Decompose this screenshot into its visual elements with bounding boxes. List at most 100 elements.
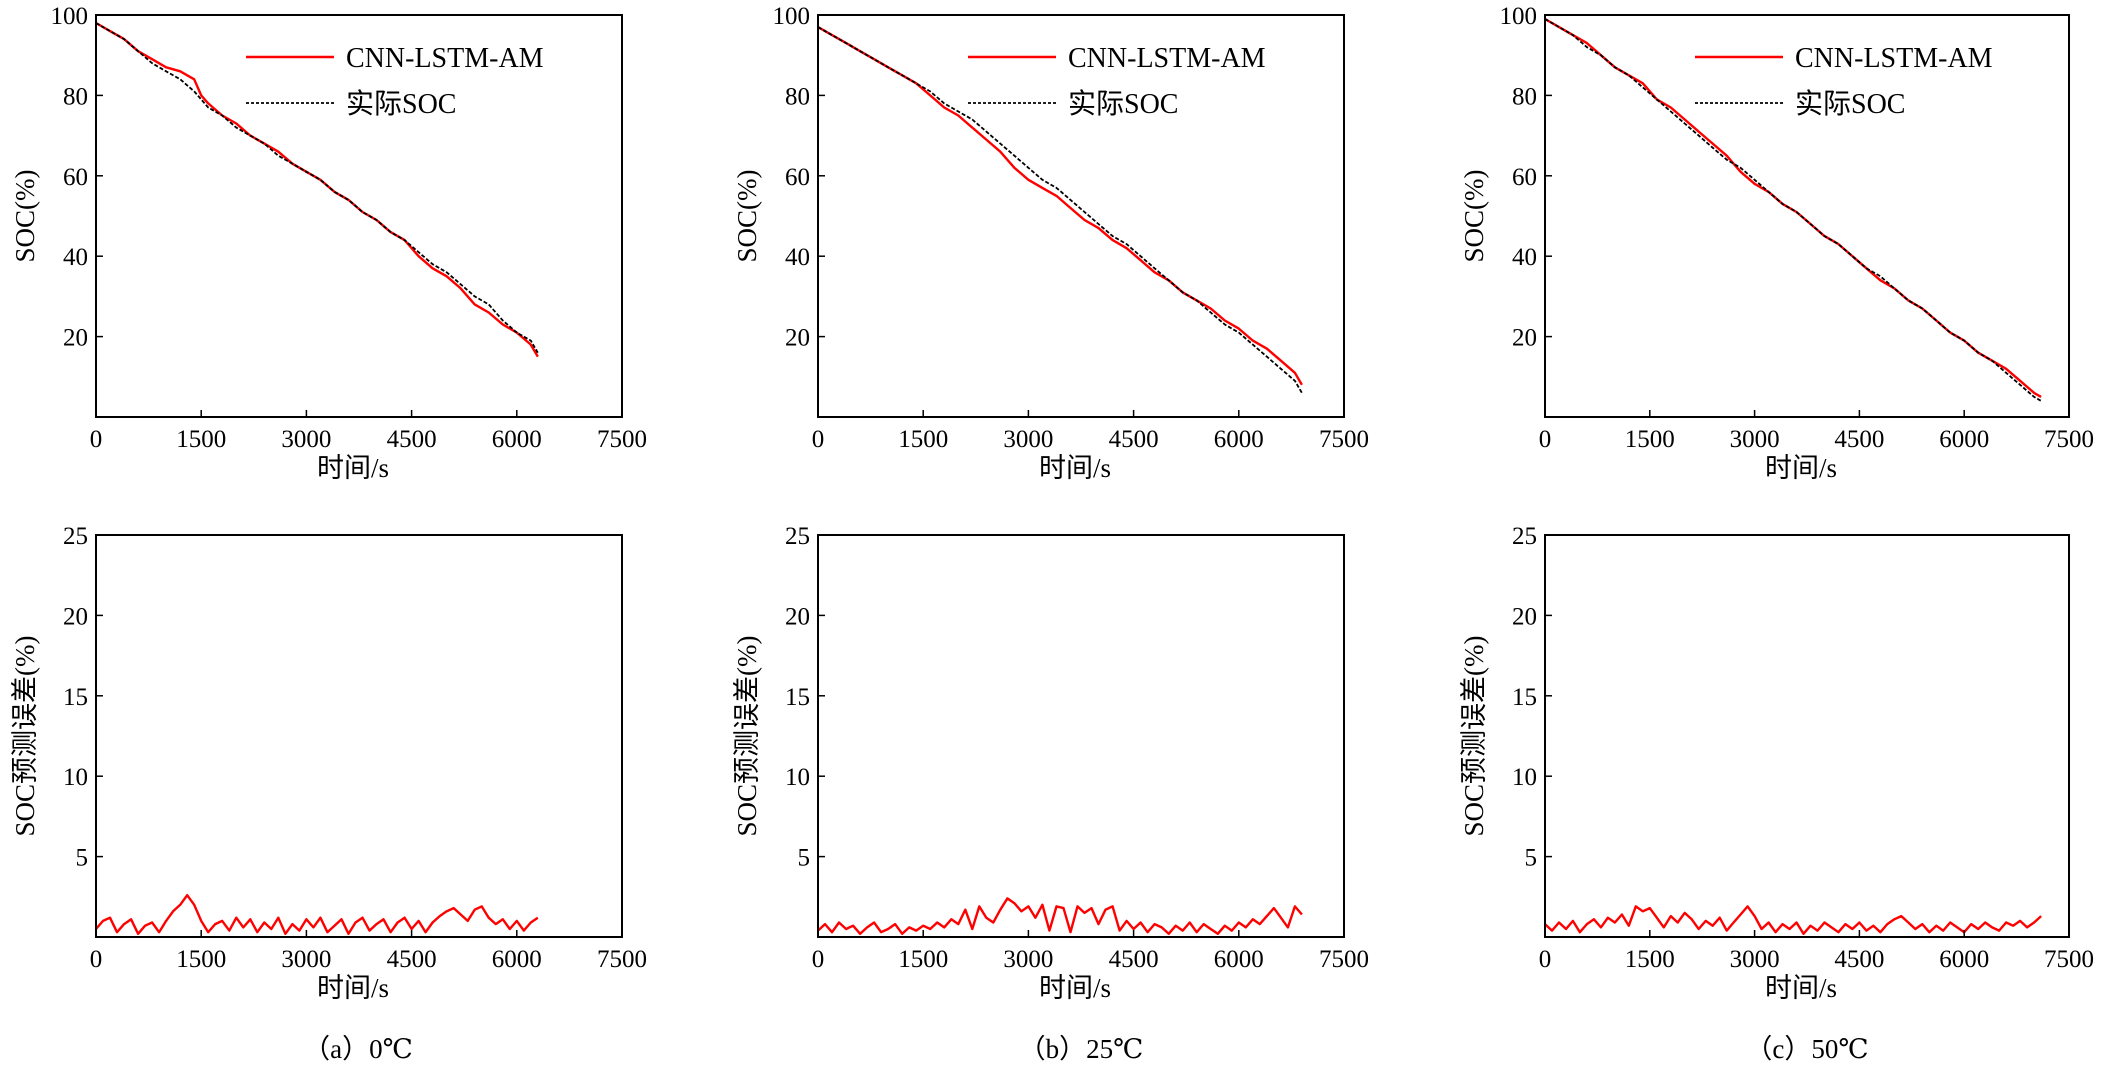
y-tick-label: 25 <box>1512 523 1537 550</box>
x-tick-label: 4500 <box>1834 946 1884 973</box>
y-tick-label: 20 <box>1512 603 1537 630</box>
y-tick-label: 25 <box>785 523 810 550</box>
y-tick-label: 40 <box>63 244 88 271</box>
y-tick-label: 60 <box>63 164 88 191</box>
y-tick-label: 80 <box>1512 83 1537 110</box>
legend-label-actual: 实际SOC <box>1068 88 1178 120</box>
x-tick-label: 0 <box>1539 426 1552 453</box>
x-tick-label: 1500 <box>898 426 948 453</box>
x-axis-label: 时间/s <box>1765 453 1837 483</box>
plot-frame-soc-b <box>817 14 1345 418</box>
series-line-predicted-error-c <box>1544 905 2042 935</box>
y-tick-label: 10 <box>785 764 810 791</box>
series-line-predicted-soc-c <box>1544 17 2042 398</box>
x-tick-label: 7500 <box>1319 946 1369 973</box>
y-axis-label: SOC(%) <box>1459 170 1489 263</box>
y-tick-label: 80 <box>785 83 810 110</box>
series-line-predicted-error-b <box>817 897 1303 935</box>
y-axis-label: SOC预测误差(%) <box>10 636 40 837</box>
legend-label-actual: 实际SOC <box>346 88 456 120</box>
y-tick-label: 15 <box>1512 684 1537 711</box>
y-tick-label: 100 <box>773 3 811 30</box>
x-tick-label: 0 <box>1539 946 1552 973</box>
x-tick-label: 4500 <box>1834 426 1884 453</box>
x-tick-label: 7500 <box>597 946 647 973</box>
y-axis-label: SOC预测误差(%) <box>732 636 762 837</box>
y-axis-label: SOC(%) <box>10 170 40 263</box>
legend-label-actual: 实际SOC <box>1795 88 1905 120</box>
series-line-actual-soc-b <box>817 26 1303 394</box>
panel-soc-b: 0 1500 3000 4500 6000 7500 20 40 60 80 100 时间/s SOC(… <box>732 3 1369 483</box>
series-line-predicted-error-a <box>95 894 539 935</box>
caption-a: （a）0℃ <box>303 1034 413 1064</box>
x-tick-label: 4500 <box>1109 946 1159 973</box>
y-tick-label: 10 <box>63 764 88 791</box>
x-axis-label: 时间/s <box>317 973 389 1003</box>
x-tick-label: 3000 <box>1730 946 1780 973</box>
y-tick-label: 20 <box>785 603 810 630</box>
series-line-actual-soc-a <box>95 22 539 354</box>
caption-c: （c）50℃ <box>1745 1034 1868 1064</box>
panel-soc-a: 0 1500 3000 4500 6000 7500 20 40 60 80 100 时间/s SOC(… <box>10 3 647 483</box>
x-tick-label: 0 <box>90 426 103 453</box>
x-tick-label: 1500 <box>898 946 948 973</box>
x-tick-label: 6000 <box>1214 426 1264 453</box>
y-tick-label: 5 <box>76 845 89 872</box>
y-tick-label: 80 <box>63 83 88 110</box>
panel-error-c: 0 1500 3000 4500 6000 7500 5 10 15 20 25 时间/s SOC预测误… <box>1459 523 2094 1003</box>
y-tick-label: 20 <box>1512 325 1537 352</box>
y-tick-label: 100 <box>1500 3 1538 30</box>
plot-frame-error-b <box>817 534 1345 938</box>
x-tick-label: 7500 <box>2044 426 2094 453</box>
x-tick-label: 4500 <box>1109 426 1159 453</box>
x-axis-label: 时间/s <box>1765 973 1837 1003</box>
x-tick-label: 1500 <box>176 426 226 453</box>
y-tick-label: 5 <box>1525 845 1538 872</box>
y-tick-label: 15 <box>63 684 88 711</box>
series-line-predicted-soc-b <box>817 26 1303 386</box>
x-tick-label: 6000 <box>1214 946 1264 973</box>
y-axis-label: SOC预测误差(%) <box>1459 636 1489 837</box>
x-tick-label: 4500 <box>387 946 437 973</box>
y-tick-label: 40 <box>785 244 810 271</box>
y-tick-label: 20 <box>785 325 810 352</box>
x-tick-label: 6000 <box>492 946 542 973</box>
legend-label-predicted: CNN-LSTM-AM <box>1795 43 1993 74</box>
plot-frame-error-c <box>1544 534 2070 938</box>
x-tick-label: 6000 <box>1939 426 1989 453</box>
x-tick-label: 6000 <box>492 426 542 453</box>
x-axis-label: 时间/s <box>1039 973 1111 1003</box>
caption-b: （b）25℃ <box>1019 1034 1144 1064</box>
x-tick-label: 3000 <box>281 426 331 453</box>
x-tick-label: 7500 <box>597 426 647 453</box>
y-axis-label: SOC(%) <box>732 170 762 263</box>
x-tick-label: 0 <box>812 426 825 453</box>
x-tick-label: 0 <box>90 946 103 973</box>
y-tick-label: 10 <box>1512 764 1537 791</box>
y-tick-label: 60 <box>1512 164 1537 191</box>
y-tick-label: 100 <box>51 3 89 30</box>
y-tick-label: 20 <box>63 325 88 352</box>
panel-error-b: 0 1500 3000 4500 6000 7500 5 10 15 20 25 时间/s SOC预测误… <box>732 523 1369 1003</box>
series-line-actual-soc-c <box>1544 18 2042 402</box>
y-tick-label: 20 <box>63 603 88 630</box>
x-axis-label: 时间/s <box>1039 453 1111 483</box>
y-tick-label: 40 <box>1512 244 1537 271</box>
legend-label-predicted: CNN-LSTM-AM <box>346 43 544 74</box>
x-tick-label: 3000 <box>1730 426 1780 453</box>
y-tick-label: 25 <box>63 523 88 550</box>
y-tick-label: 15 <box>785 684 810 711</box>
y-tick-label: 5 <box>798 845 811 872</box>
x-axis-label: 时间/s <box>317 453 389 483</box>
panel-error-a: 0 1500 3000 4500 6000 7500 5 10 15 20 25 时间/s SOC预测误… <box>10 523 647 1003</box>
x-tick-label: 3000 <box>281 946 331 973</box>
plot-frame-soc-a <box>95 14 623 418</box>
legend-label-predicted: CNN-LSTM-AM <box>1068 43 1266 74</box>
x-tick-label: 1500 <box>1625 946 1675 973</box>
x-tick-label: 1500 <box>1625 426 1675 453</box>
x-tick-label: 6000 <box>1939 946 1989 973</box>
x-tick-label: 4500 <box>387 426 437 453</box>
plot-frame-soc-c <box>1544 14 2070 418</box>
x-tick-label: 7500 <box>2044 946 2094 973</box>
